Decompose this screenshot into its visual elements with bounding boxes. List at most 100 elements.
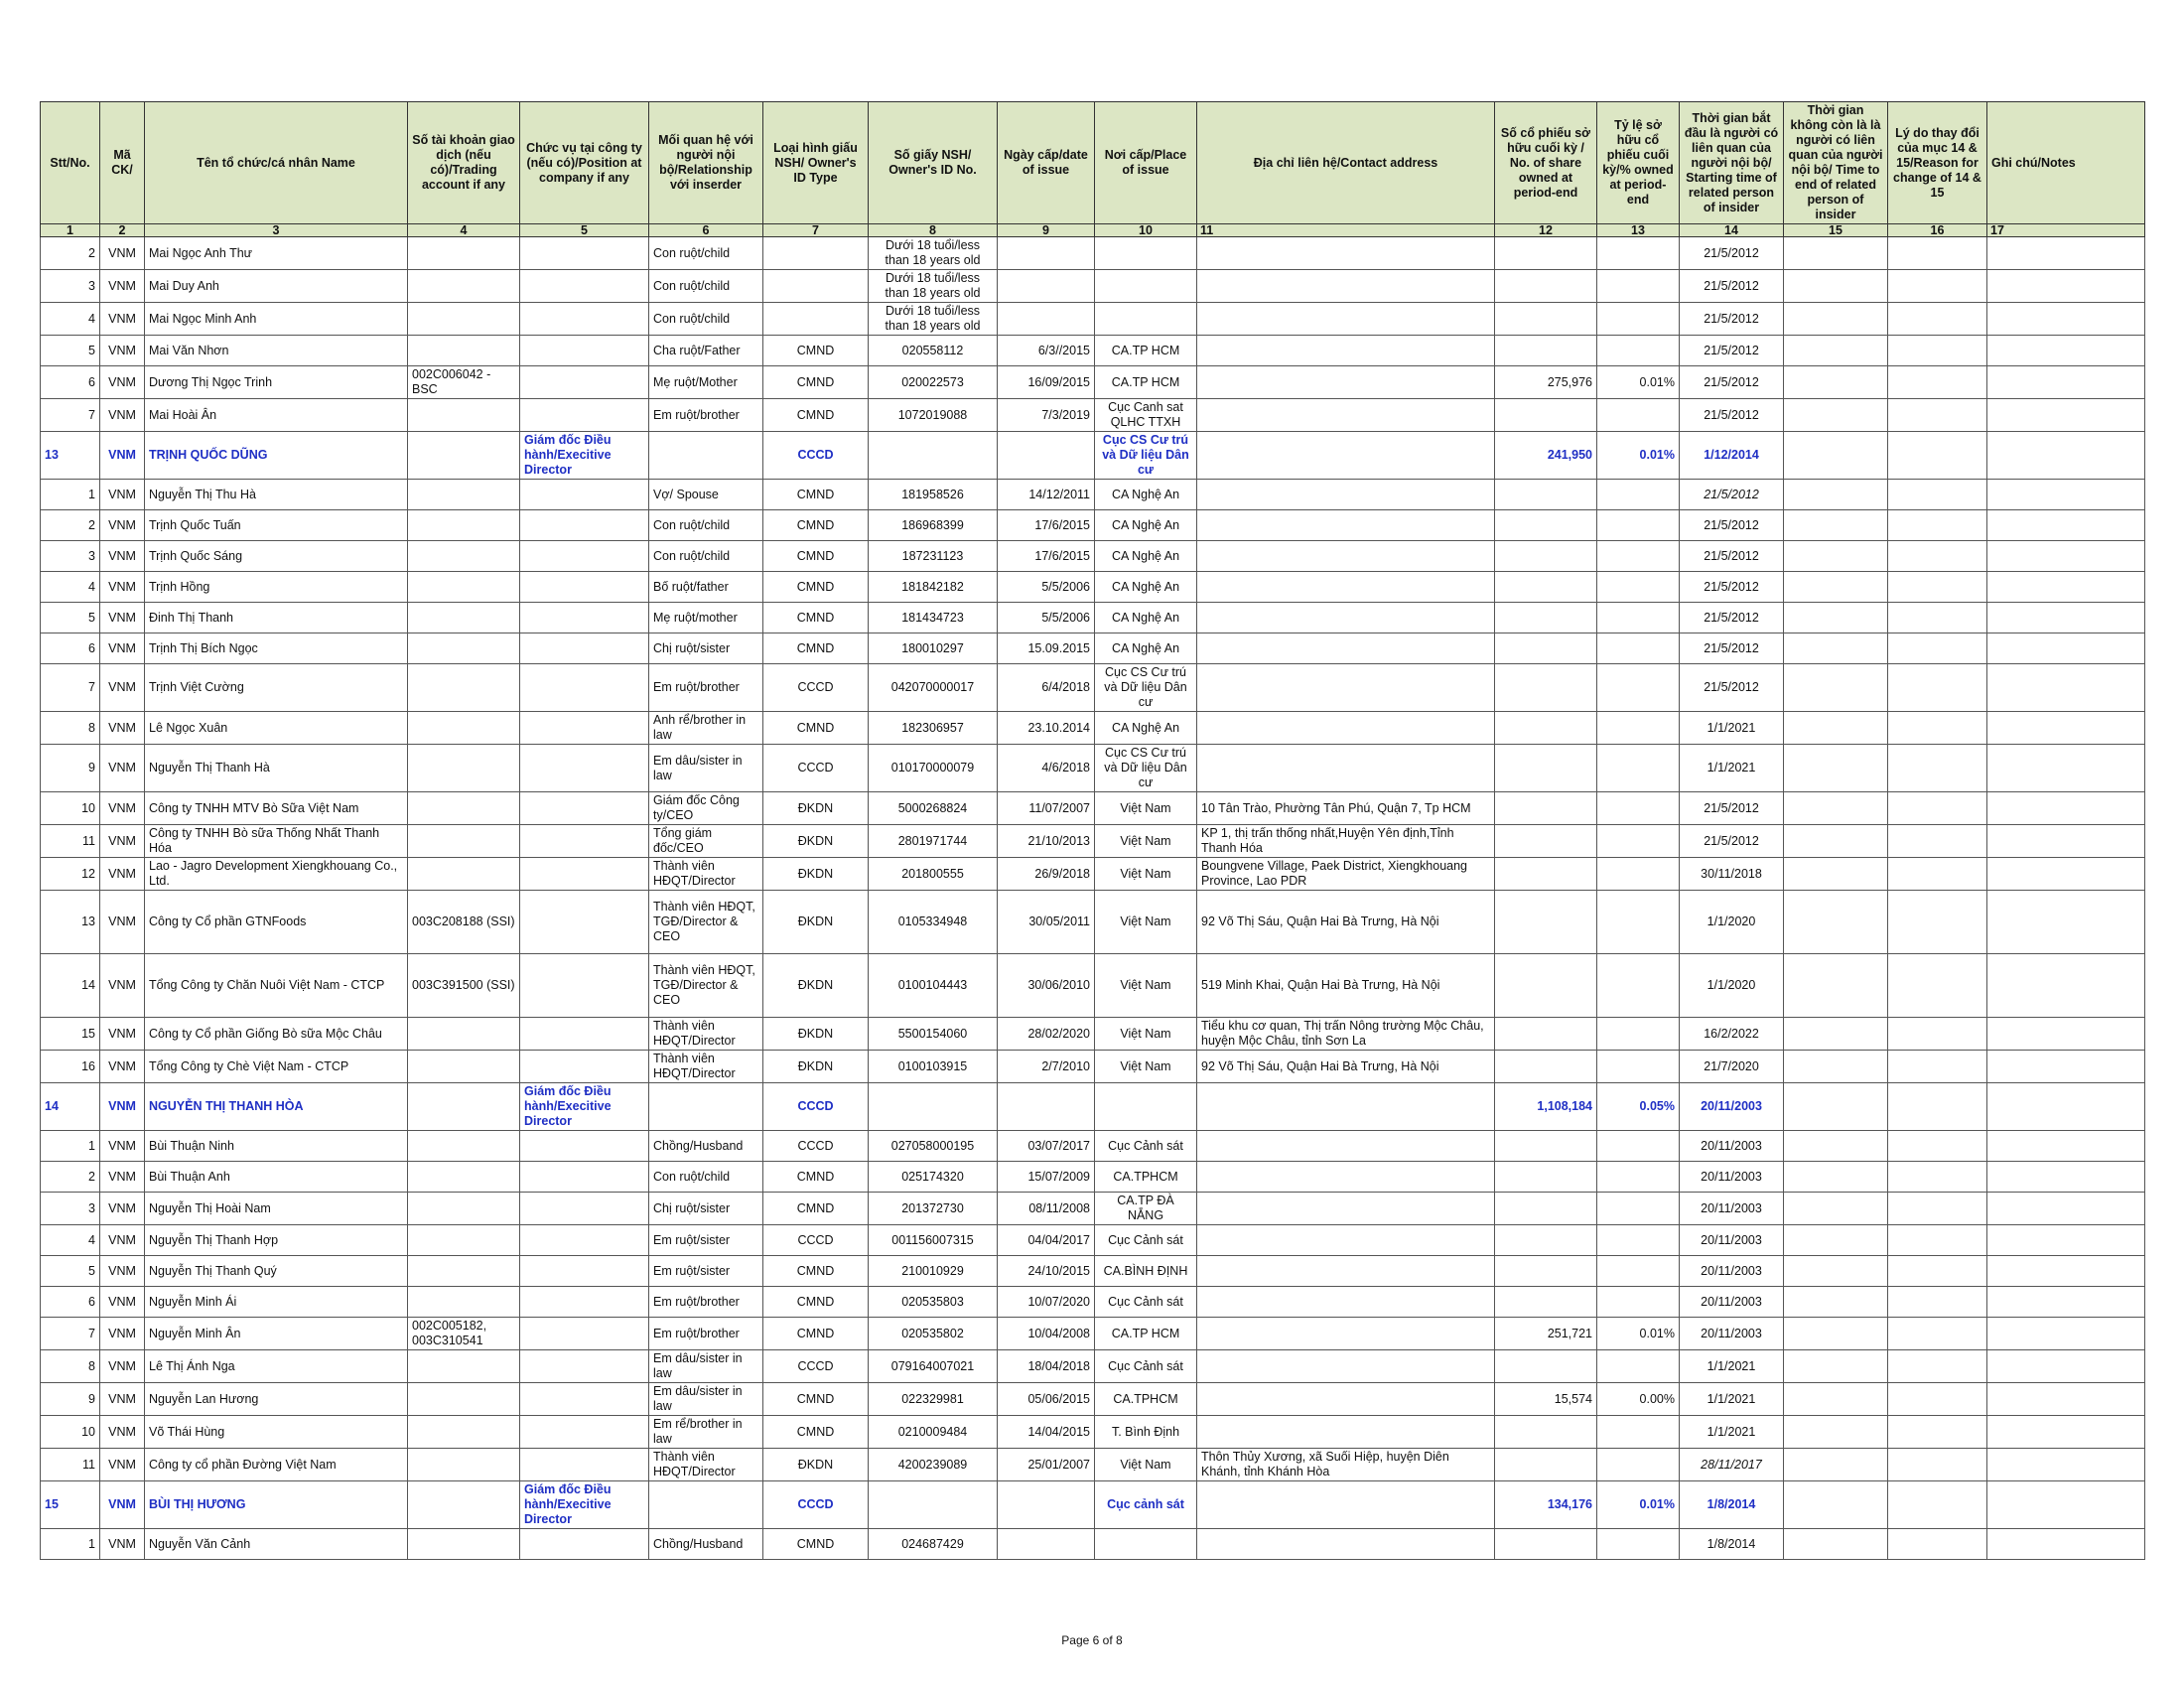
cell-col-14: 1/8/2014 bbox=[1679, 1528, 1784, 1560]
table-row: 5 VNM Đinh Thị Thanh Mẹ ruột/mother CMND 1814… bbox=[40, 602, 2145, 633]
cell-col-16 bbox=[1887, 1382, 1987, 1416]
cell-col-14: 1/1/2021 bbox=[1679, 711, 1784, 745]
insider-row: 15 VNM BÙI THỊ HƯƠNG Giám đốc Điều hành/Exe… bbox=[40, 1480, 2145, 1529]
cell-col-6: Em rể/brother in law bbox=[648, 1415, 763, 1449]
cell-col-1: 1 bbox=[40, 1528, 100, 1560]
cell-col-7: CCCD bbox=[762, 1480, 869, 1529]
cell-col-13 bbox=[1596, 1448, 1680, 1481]
cell-col-14: 20/11/2003 bbox=[1679, 1130, 1784, 1162]
cell-col-12 bbox=[1494, 953, 1597, 1018]
insider-row: 13 VNM TRỊNH QUỐC DŨNG Giám đốc Điều hành/E… bbox=[40, 431, 2145, 480]
cell-col-10: Cục Cảnh sát bbox=[1094, 1224, 1197, 1256]
cell-col-3: Tổng Công ty Chè Việt Nam - CTCP bbox=[144, 1050, 408, 1083]
cell-col-8: 1072019088 bbox=[868, 398, 998, 432]
cell-col-14: 21/5/2012 bbox=[1679, 236, 1784, 270]
cell-col-15 bbox=[1783, 633, 1888, 664]
cell-col-12 bbox=[1494, 398, 1597, 432]
cell-col-1: 9 bbox=[40, 1382, 100, 1416]
cell-col-14: 20/11/2003 bbox=[1679, 1161, 1784, 1193]
cell-col-17 bbox=[1986, 953, 2145, 1018]
cell-col-8: 020558112 bbox=[868, 335, 998, 366]
cell-col-9: 15/07/2009 bbox=[997, 1161, 1095, 1193]
cell-col-16 bbox=[1887, 744, 1987, 792]
cell-col-17 bbox=[1986, 1050, 2145, 1083]
cell-col-13 bbox=[1596, 663, 1680, 712]
cell-col-9 bbox=[997, 236, 1095, 270]
cell-col-10: CA.BÌNH ĐỊNH bbox=[1094, 1255, 1197, 1287]
table-row: 14 VNM Tổng Công ty Chăn Nuôi Việt Nam - C… bbox=[40, 953, 2145, 1018]
insider-row: 14 VNM NGUYỄN THỊ THANH HÒA Giám đốc Điều h… bbox=[40, 1082, 2145, 1131]
cell-col-2: VNM bbox=[99, 1255, 145, 1287]
cell-col-1: 5 bbox=[40, 602, 100, 633]
column-header-5: Chức vụ tại công ty (nếu có)/Position at… bbox=[519, 101, 649, 224]
cell-col-10 bbox=[1094, 236, 1197, 270]
cell-col-13 bbox=[1596, 1050, 1680, 1083]
cell-col-11 bbox=[1196, 602, 1495, 633]
cell-col-2: VNM bbox=[99, 431, 145, 480]
cell-col-10: CA Nghệ An bbox=[1094, 633, 1197, 664]
cell-col-14: 28/11/2017 bbox=[1679, 1448, 1784, 1481]
cell-col-5: Giám đốc Điều hành/Execitive Director bbox=[519, 431, 649, 480]
cell-col-6 bbox=[648, 1480, 763, 1529]
page-number: Page 6 of 8 bbox=[1061, 1633, 1123, 1647]
table-row: 3 VNM Mai Duy Anh Con ruột/child Dưới 18 tuổ… bbox=[40, 269, 2145, 303]
column-number-9: 9 bbox=[997, 223, 1095, 237]
cell-col-7: ĐKDN bbox=[762, 953, 869, 1018]
cell-col-4 bbox=[407, 509, 520, 541]
cell-col-13: 0.01% bbox=[1596, 1317, 1680, 1350]
cell-col-8: 079164007021 bbox=[868, 1349, 998, 1383]
cell-col-11 bbox=[1196, 571, 1495, 603]
cell-col-12 bbox=[1494, 571, 1597, 603]
cell-col-7: CMND bbox=[762, 479, 869, 510]
cell-col-14: 21/5/2012 bbox=[1679, 633, 1784, 664]
cell-col-13 bbox=[1596, 1286, 1680, 1318]
cell-col-7: CMND bbox=[762, 711, 869, 745]
cell-col-2: VNM bbox=[99, 602, 145, 633]
cell-col-16 bbox=[1887, 1017, 1987, 1051]
cell-col-11 bbox=[1196, 365, 1495, 399]
cell-col-13: 0.01% bbox=[1596, 365, 1680, 399]
cell-col-15 bbox=[1783, 711, 1888, 745]
table-header: Stt/No. Mã CK/Tên tổ chức/cá nhân Name Số … bbox=[40, 101, 2145, 237]
cell-col-6: Thành viên HĐQT, TGĐ/Director & CEO bbox=[648, 953, 763, 1018]
cell-col-4 bbox=[407, 431, 520, 480]
cell-col-16 bbox=[1887, 663, 1987, 712]
table-row: 11 VNM Công ty cổ phần Đường Việt Nam Thành… bbox=[40, 1448, 2145, 1481]
cell-col-10: Việt Nam bbox=[1094, 1050, 1197, 1083]
cell-col-13 bbox=[1596, 953, 1680, 1018]
cell-col-11 bbox=[1196, 1224, 1495, 1256]
cell-col-15 bbox=[1783, 1317, 1888, 1350]
cell-col-15 bbox=[1783, 1349, 1888, 1383]
cell-col-7: CMND bbox=[762, 1415, 869, 1449]
cell-col-6: Em dâu/sister in law bbox=[648, 1382, 763, 1416]
cell-col-3: Nguyễn Thị Thanh Hà bbox=[144, 744, 408, 792]
cell-col-12 bbox=[1494, 633, 1597, 664]
cell-col-3: Trịnh Quốc Tuấn bbox=[144, 509, 408, 541]
cell-col-4 bbox=[407, 236, 520, 270]
cell-col-8: 181958526 bbox=[868, 479, 998, 510]
cell-col-4 bbox=[407, 1448, 520, 1481]
cell-col-11 bbox=[1196, 1528, 1495, 1560]
cell-col-2: VNM bbox=[99, 509, 145, 541]
cell-col-2: VNM bbox=[99, 1161, 145, 1193]
cell-col-13 bbox=[1596, 602, 1680, 633]
cell-col-3: Mai Văn Nhơn bbox=[144, 335, 408, 366]
cell-col-8: 027058000195 bbox=[868, 1130, 998, 1162]
table-row: 7 VNM Nguyễn Minh Ân 002C005182, 003C310541… bbox=[40, 1317, 2145, 1350]
cell-col-4: 003C208188 (SSI) bbox=[407, 890, 520, 954]
cell-col-2: VNM bbox=[99, 1448, 145, 1481]
cell-col-5 bbox=[519, 711, 649, 745]
cell-col-5 bbox=[519, 269, 649, 303]
cell-col-9: 24/10/2015 bbox=[997, 1255, 1095, 1287]
cell-col-5: Giám đốc Điều hành/Execitive Director bbox=[519, 1480, 649, 1529]
cell-col-4 bbox=[407, 479, 520, 510]
cell-col-11 bbox=[1196, 302, 1495, 336]
cell-col-4 bbox=[407, 1082, 520, 1131]
cell-col-13 bbox=[1596, 711, 1680, 745]
column-header-1: Stt/No. bbox=[40, 101, 100, 224]
cell-col-3: Nguyễn Văn Cảnh bbox=[144, 1528, 408, 1560]
cell-col-8: 5000268824 bbox=[868, 791, 998, 825]
cell-col-1: 11 bbox=[40, 1448, 100, 1481]
cell-col-8: 0105334948 bbox=[868, 890, 998, 954]
cell-col-4 bbox=[407, 335, 520, 366]
